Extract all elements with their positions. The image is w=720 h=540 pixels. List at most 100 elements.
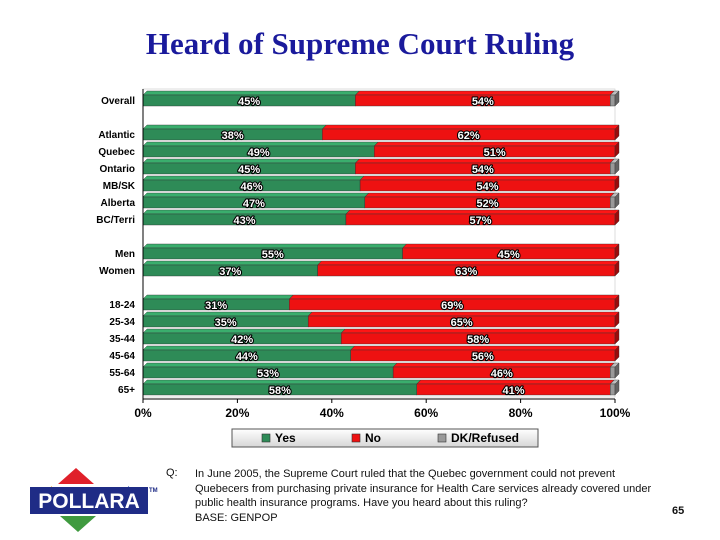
legend-swatch-no — [351, 433, 361, 443]
bar-no-35-44-side — [614, 328, 620, 345]
bar-no-bc-terri-side — [614, 209, 620, 226]
data-label-yes-bc-terri: 43% — [233, 215, 255, 227]
data-label-no-quebec: 51% — [484, 147, 506, 159]
category-label-quebec: Quebec — [98, 147, 135, 158]
bar-yes-overall-top — [142, 90, 360, 96]
bar-no-65-top — [416, 379, 615, 385]
data-label-no-men: 45% — [498, 249, 520, 261]
bar-yes-alberta-top — [142, 192, 370, 198]
bar-no-alberta-top — [364, 192, 615, 198]
bar-no-mb-sk-top — [359, 175, 620, 181]
data-label-no-alberta: 52% — [477, 198, 499, 210]
bar-no-quebec-side — [614, 141, 620, 158]
legend-swatch-yes — [261, 433, 271, 443]
bar-yes-18-24-top — [142, 294, 294, 300]
data-label-yes-65: 58% — [269, 385, 291, 397]
stacked-bar-chart: Overall Atlantic Quebec Ontario MB/SK Alberta… — [96, 88, 631, 448]
x-tick-label: 20% — [225, 406, 249, 420]
bar-no-women-top — [317, 260, 620, 266]
data-label-no-18-24: 69% — [441, 300, 463, 312]
question-text: In June 2005, the Supreme Court ruled th… — [195, 467, 665, 525]
legend-swatch-dk-refused — [437, 433, 447, 443]
data-label-no-bc-terri: 57% — [469, 215, 491, 227]
plot-area — [142, 88, 616, 398]
bar-no-men-side — [614, 243, 620, 260]
bar-dk-refused-overall — [610, 94, 616, 107]
bar-dk-refused-ontario — [610, 162, 616, 175]
bar-yes-men-top — [142, 243, 408, 249]
data-label-no-women: 63% — [455, 266, 477, 278]
category-label-women: Women — [99, 266, 135, 277]
data-label-no-overall: 54% — [472, 96, 494, 108]
x-tick-label: 80% — [509, 406, 533, 420]
bar-yes-55-64-top — [142, 362, 398, 368]
question-label: Q: — [166, 467, 178, 479]
data-label-yes-quebec: 49% — [248, 147, 270, 159]
category-label-35-44: 35-44 — [109, 334, 135, 345]
pollara-logo: POLLARA TM — [30, 468, 158, 532]
bar-no-45-64-side — [614, 345, 620, 362]
data-label-yes-overall: 45% — [238, 96, 260, 108]
data-label-no-mb-sk: 54% — [477, 181, 499, 193]
bar-no-bc-terri-top — [345, 209, 620, 215]
logo-banner — [30, 487, 148, 514]
data-label-yes-35-44: 42% — [231, 334, 253, 346]
x-tick-label: 0% — [134, 406, 152, 420]
logo-shape-bottom — [60, 516, 96, 532]
bar-dk-refused-55-64 — [610, 366, 616, 379]
bar-dk-refused-65 — [610, 383, 616, 396]
x-tick-label: 100% — [600, 406, 631, 420]
chart-title: Heard of Supreme Court Ruling — [145, 26, 575, 61]
x-tick-label: 40% — [320, 406, 344, 420]
data-label-yes-women: 37% — [219, 266, 241, 278]
category-label-atlantic: Atlantic — [98, 130, 135, 141]
bar-no-25-34-top — [307, 311, 620, 317]
category-label-bc-terri: BC/Terri — [96, 215, 135, 226]
bar-no-45-64-top — [350, 345, 620, 351]
data-label-no-25-34: 65% — [451, 317, 473, 329]
data-label-yes-25-34: 35% — [215, 317, 237, 329]
category-label-45-64: 45-64 — [109, 351, 135, 362]
bar-yes-bc-terri-top — [142, 209, 351, 215]
x-tick-label: 60% — [414, 406, 438, 420]
legend — [231, 428, 539, 448]
category-label-men: Men — [115, 249, 135, 260]
bar-yes-quebec-top — [142, 141, 379, 147]
bar-yes-atlantic-top — [142, 124, 327, 130]
data-label-no-ontario: 54% — [472, 164, 494, 176]
bar-dk-refused-alberta-side — [614, 192, 620, 209]
bar-no-ontario-top — [354, 158, 615, 164]
category-label-55-64: 55-64 — [109, 368, 135, 379]
logo-trademark: TM — [149, 488, 158, 494]
category-label-ontario: Ontario — [99, 164, 135, 175]
bar-no-55-64-top — [392, 362, 615, 368]
bar-yes-35-44-top — [142, 328, 346, 334]
data-label-yes-55-64: 53% — [257, 368, 279, 380]
bar-yes-65-top — [142, 379, 422, 385]
bar-dk-refused-alberta — [610, 196, 616, 209]
bar-yes-mb-sk-top — [142, 175, 365, 181]
category-label-65: 65+ — [118, 385, 135, 396]
category-label-mb-sk: MB/SK — [103, 181, 136, 192]
legend-label-no: No — [365, 431, 381, 445]
bar-no-25-34-side — [614, 311, 620, 328]
data-label-yes-alberta: 47% — [243, 198, 265, 210]
bar-no-18-24-top — [288, 294, 620, 300]
bar-no-quebec-top — [373, 141, 620, 147]
bar-dk-refused-55-64-side — [614, 362, 620, 379]
category-label-alberta: Alberta — [101, 198, 136, 209]
bar-dk-refused-overall-side — [614, 90, 620, 107]
legend-label-dk-refused: DK/Refused — [451, 431, 519, 445]
data-label-yes-men: 55% — [262, 249, 284, 261]
bar-yes-ontario-top — [142, 158, 360, 164]
bar-yes-women-top — [142, 260, 323, 266]
category-label-overall: Overall — [101, 96, 135, 107]
category-label-18-24: 18-24 — [109, 300, 135, 311]
bar-dk-refused-ontario-side — [614, 158, 620, 175]
bar-no-atlantic-top — [321, 124, 620, 130]
data-label-no-45-64: 56% — [472, 351, 494, 363]
bar-no-35-44-top — [340, 328, 620, 334]
data-label-yes-45-64: 44% — [236, 351, 258, 363]
page-number: 65 — [672, 505, 685, 517]
data-label-no-55-64: 46% — [491, 368, 513, 380]
